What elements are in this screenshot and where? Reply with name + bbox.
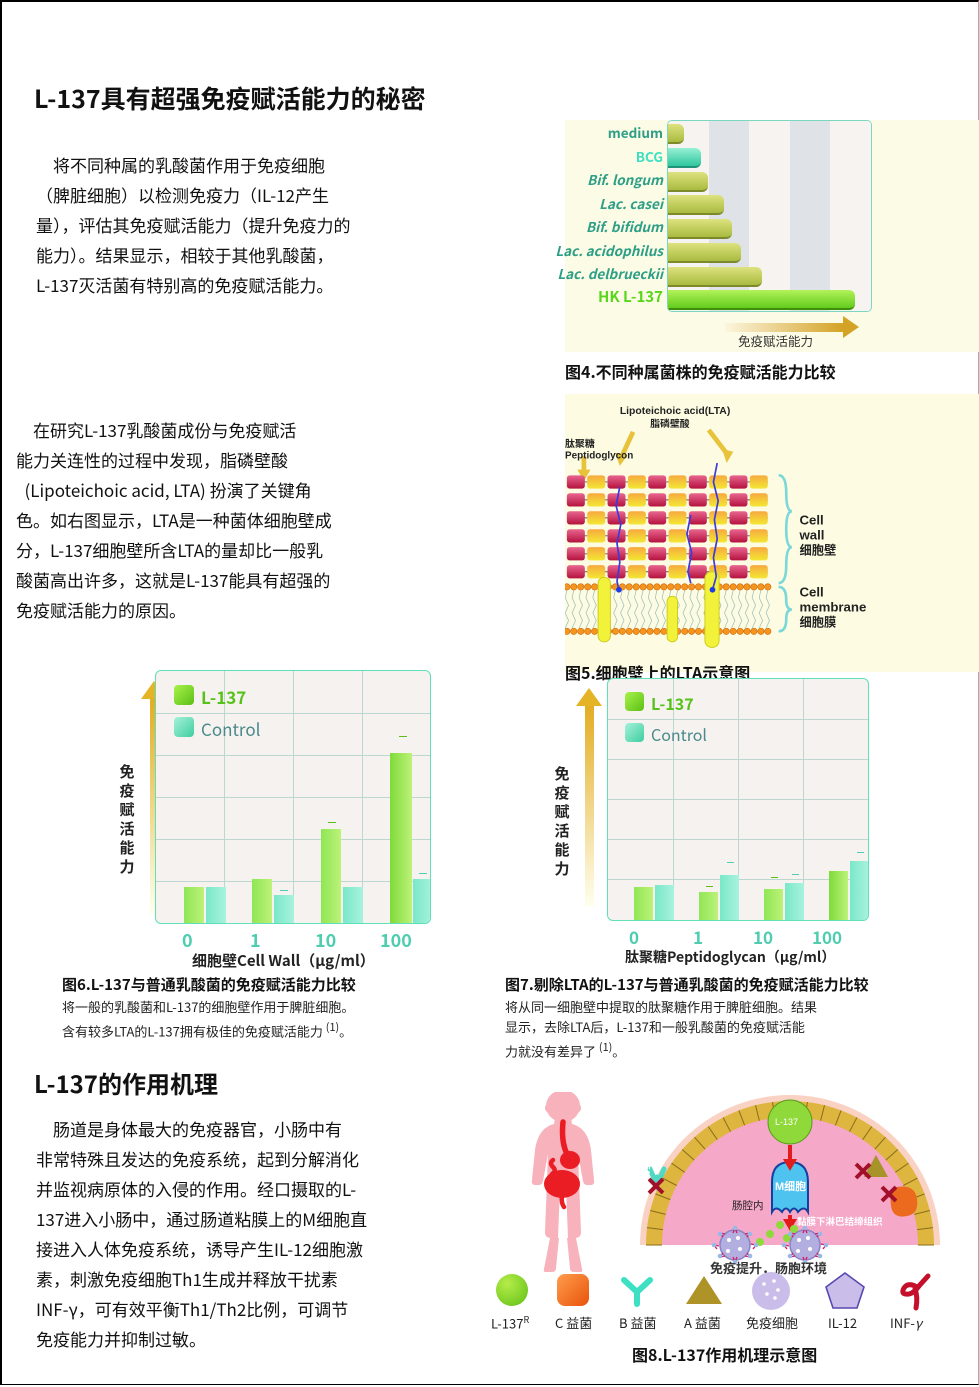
svg-text:Peptidoglycon: Peptidoglycon bbox=[565, 450, 633, 461]
svg-text:L-137: L-137 bbox=[775, 1117, 798, 1127]
svg-text:黏膜下淋巴结缔组织: 黏膜下淋巴结缔组织 bbox=[797, 1216, 883, 1228]
svg-text:细胞壁: 细胞壁 bbox=[799, 543, 836, 558]
svg-text:wall: wall bbox=[798, 528, 824, 543]
svg-text:肽聚糖: 肽聚糖 bbox=[565, 437, 595, 450]
svg-text:细胞膜: 细胞膜 bbox=[799, 615, 836, 630]
svg-text:Cell: Cell bbox=[799, 584, 823, 599]
svg-text:脂磷壁酸: 脂磷壁酸 bbox=[650, 417, 690, 430]
svg-text:肠腔内: 肠腔内 bbox=[732, 1199, 764, 1212]
svg-text:Cell: Cell bbox=[799, 512, 823, 527]
svg-text:M细胞: M细胞 bbox=[775, 1179, 806, 1193]
svg-text:membrane: membrane bbox=[799, 599, 866, 614]
svg-text:Lipoteichoic acid(LTA): Lipoteichoic acid(LTA) bbox=[620, 406, 730, 417]
